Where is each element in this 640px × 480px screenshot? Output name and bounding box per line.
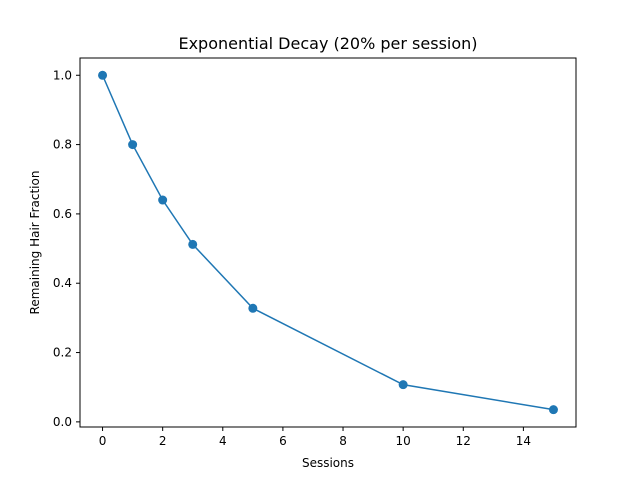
x-tick-label: 8 [339,434,347,448]
y-tick-label: 0.8 [53,138,72,152]
y-tick-label: 1.0 [53,68,72,82]
x-axis: 0 2 4 6 8 10 12 14 [99,427,531,448]
plot-area [79,57,577,428]
y-axis: 0.0 0.2 0.4 0.6 0.8 1.0 [53,68,80,429]
x-tick-label: 6 [279,434,287,448]
y-tick-label: 0.6 [53,207,72,221]
data-point [98,70,108,80]
data-point [548,405,558,415]
x-tick-label: 2 [159,434,167,448]
x-tick-label: 10 [396,434,411,448]
x-axis-label: Sessions [302,456,354,470]
y-tick-label: 0.0 [53,415,72,429]
series-layer [98,70,558,415]
data-point [158,195,168,205]
data-point [248,303,258,313]
y-tick-label: 0.4 [53,276,72,290]
data-point [188,239,198,249]
x-tick-label: 14 [516,434,531,448]
data-point [398,380,408,390]
x-tick-label: 0 [99,434,107,448]
data-point [128,140,138,150]
y-axis-label: Remaining Hair Fraction [28,171,42,315]
x-tick-label: 12 [456,434,471,448]
y-tick-label: 0.2 [53,346,72,360]
x-tick-label: 4 [219,434,227,448]
chart-title: Exponential Decay (20% per session) [178,34,477,53]
